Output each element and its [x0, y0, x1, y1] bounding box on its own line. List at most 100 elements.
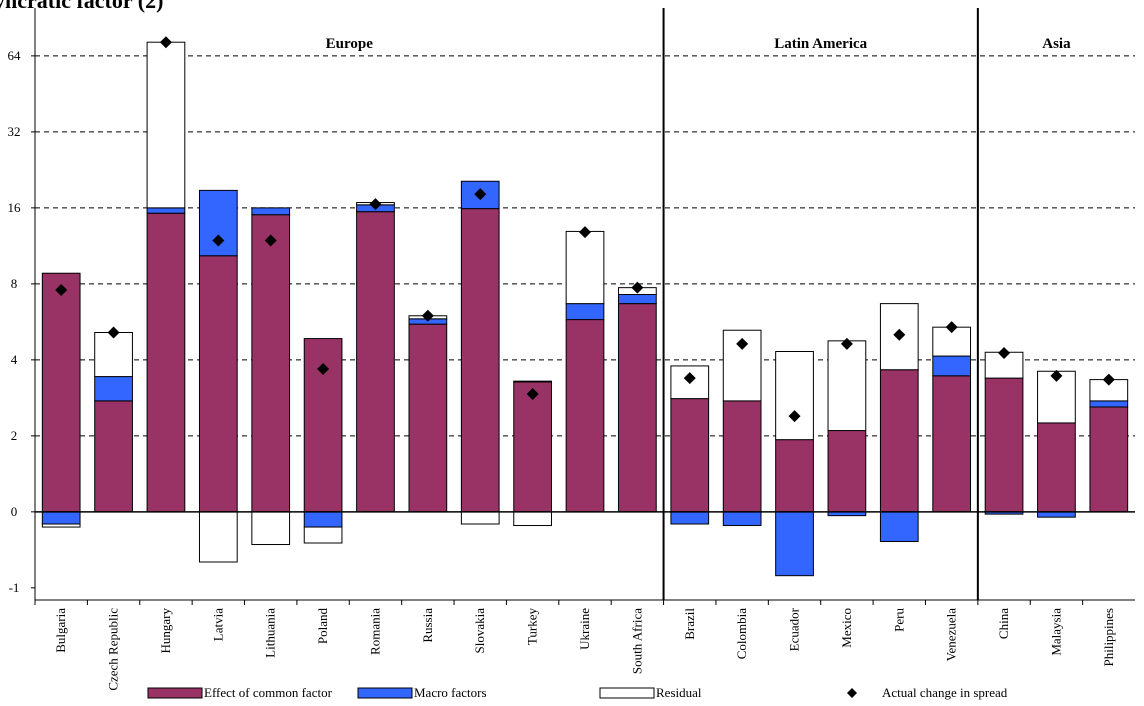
legend-marker [847, 688, 857, 698]
marker [788, 410, 801, 423]
marker [264, 234, 277, 247]
marker [421, 309, 434, 322]
bar-segment [1089, 406, 1129, 513]
y-tick-label: 2 [11, 428, 18, 443]
bar-segment [775, 350, 814, 441]
marker [840, 337, 853, 350]
marker [474, 188, 487, 201]
bar-segment [565, 319, 605, 513]
marker [579, 226, 591, 239]
bar-segment [565, 303, 605, 321]
bar-segment [984, 377, 1024, 513]
x-tick-label: Malaysia [1048, 608, 1063, 656]
bar-segment [251, 511, 291, 546]
bar-segment [513, 380, 552, 383]
bar-segment [670, 398, 710, 513]
x-tick-label: Peru [891, 608, 906, 632]
bar-segment [722, 511, 762, 527]
bar-segment [146, 212, 186, 513]
bar-segment [460, 511, 500, 525]
region-label: Asia [1042, 36, 1071, 52]
bar-segment [618, 303, 657, 513]
x-tick-label: Hungary [158, 608, 173, 654]
bar-segment [513, 381, 552, 513]
x-tick-label: Venezuela [944, 608, 959, 662]
x-tick-label: Philippines [1101, 608, 1116, 667]
bar-segment [408, 323, 448, 513]
marker [893, 328, 906, 341]
bar-segment [303, 511, 343, 528]
bar-segment [722, 400, 762, 513]
legend-label: Actual change in spread [882, 685, 1008, 700]
x-tick-label: Romania [367, 608, 382, 655]
bar-segment [94, 400, 133, 513]
x-tick-label: Russia [420, 608, 435, 643]
x-tick-label: Poland [315, 608, 330, 645]
y-tick-label: 4 [11, 352, 18, 367]
marker [159, 36, 172, 49]
marker [317, 362, 330, 375]
bar-segment [827, 340, 867, 432]
x-tick-label: Bulgaria [53, 608, 68, 653]
marker [683, 372, 696, 385]
bar-segment [1037, 422, 1076, 513]
legend-swatch [599, 687, 655, 699]
x-tick-label: Colombia [734, 608, 749, 660]
y-tick-label: -1 [9, 580, 20, 595]
x-tick-label: Slovakia [472, 608, 487, 654]
bar-segment [670, 511, 710, 525]
bar-segment [303, 526, 343, 544]
marker [945, 321, 958, 334]
bar-segment [1037, 511, 1076, 518]
bar-segment [618, 294, 657, 305]
bar-segment [356, 211, 395, 513]
marker [998, 347, 1011, 360]
marker [526, 388, 539, 401]
marker [55, 283, 68, 296]
y-tick-label: 16 [8, 200, 22, 215]
bar-segment [198, 255, 238, 513]
bar-segment [41, 272, 81, 513]
marker [212, 234, 225, 247]
x-tick-label: Ukraine [577, 608, 592, 650]
bar-segment [827, 430, 867, 513]
bar-segment [565, 230, 605, 305]
marker [631, 281, 644, 294]
bar-segment [198, 511, 238, 563]
x-tick-label: Ecuador [787, 607, 802, 651]
marker [1050, 369, 1063, 382]
x-tick-label: Lithuania [263, 608, 278, 658]
x-tick-label: Mexico [839, 608, 854, 648]
marker [369, 198, 382, 211]
bar-segment [460, 208, 500, 513]
bar-segment [146, 41, 186, 209]
bar-segment [775, 511, 814, 577]
bar-segment [932, 355, 972, 377]
y-tick-label: 0 [11, 504, 18, 519]
x-tick-label: Latvia [210, 608, 225, 641]
y-tick-label: 32 [8, 124, 21, 139]
legend-label: Residual [656, 685, 702, 700]
x-tick-label: Turkey [525, 608, 540, 646]
bar-segment [1089, 400, 1129, 408]
bar-segment [41, 511, 81, 525]
bar-segment [94, 331, 133, 378]
bar-segment [513, 511, 552, 527]
marker [107, 326, 120, 339]
bar-segment [146, 207, 186, 214]
legend-swatch [357, 687, 413, 699]
y-tick-label: 8 [11, 276, 18, 291]
bar-segment [879, 511, 919, 542]
region-label: Europe [326, 36, 374, 52]
region-label: Latin America [774, 36, 867, 52]
marker [1102, 373, 1115, 386]
bar-segment [251, 214, 291, 513]
legend-swatch [147, 687, 203, 699]
chart-title: yncratic factor (2) [0, 0, 163, 13]
legend-label: Effect of common factor [204, 685, 333, 700]
legend-label: Macro factors [414, 685, 487, 700]
x-tick-label: Brazil [682, 608, 697, 640]
bar-segment [775, 439, 814, 513]
y-tick-label: 64 [8, 48, 22, 63]
